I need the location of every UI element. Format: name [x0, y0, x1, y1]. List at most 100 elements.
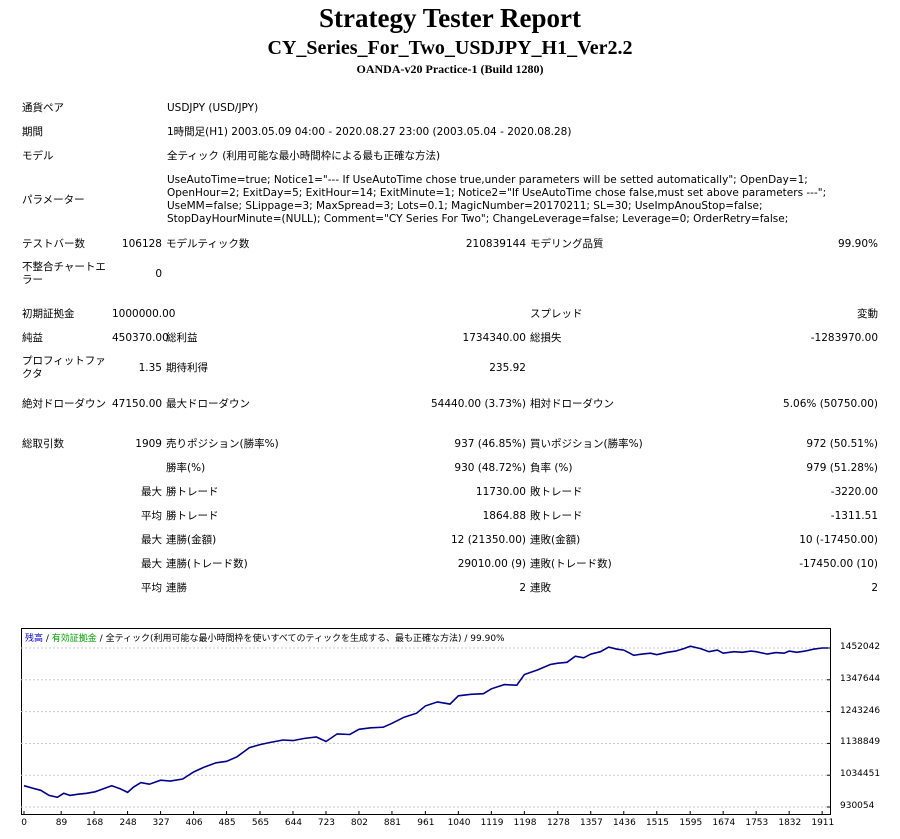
row-model: モデル 全ティック (利用可能な最小時間枠による最も正確な方法)	[20, 144, 880, 168]
x-tick-label: 644	[284, 818, 303, 828]
label: 連勝	[166, 581, 187, 594]
label: 勝トレード	[166, 509, 219, 522]
x-tick-label: 1753	[745, 818, 769, 828]
x-tick-label: 1436	[612, 818, 636, 828]
label: 連敗(金額)	[530, 533, 581, 546]
label: 総損失	[530, 331, 562, 344]
value: 54440.00 (3.73%)	[431, 397, 526, 410]
x-tick-label: 723	[317, 818, 336, 828]
label: 期間	[22, 125, 43, 138]
x-tick-label: 485	[218, 818, 236, 828]
label: スプレッド	[530, 307, 583, 320]
value: 29010.00 (9)	[457, 557, 526, 570]
x-tick-label: 961	[417, 818, 435, 828]
x-tick-label: 881	[383, 818, 402, 828]
value: 11730.00	[475, 485, 526, 498]
x-tick-label: 406	[185, 818, 203, 828]
value: 10 (-17450.00)	[799, 533, 879, 546]
value: 2	[519, 581, 526, 594]
row-netprofit: 純益 450370.00 総利益 1734340.00 総損失 -1283970…	[20, 326, 880, 350]
y-tick-label: 1243246	[840, 705, 881, 716]
x-tick-label: 1040	[447, 818, 471, 828]
chart-frame	[21, 628, 831, 815]
value: 変動	[857, 307, 879, 320]
label: 買いポジション(勝率%)	[530, 437, 643, 450]
label: 総利益	[166, 331, 198, 344]
value: -1283970.00	[810, 331, 879, 344]
label: 勝率(%)	[166, 461, 206, 474]
label: モデリング品質	[530, 237, 604, 250]
row-cons-count: 最大 連勝(トレード数) 29010.00 (9) 連敗(トレード数) -174…	[20, 552, 880, 576]
row-symbol: 通貨ペア USDJPY (USD/JPY)	[20, 96, 880, 120]
x-tick-label: 1515	[645, 818, 669, 828]
label: 絶対ドローダウン	[22, 397, 106, 410]
row-trades: 総取引数 1909 売りポジション(勝率%) 937 (46.85%) 買いポジ…	[20, 432, 880, 456]
legend-sep: /	[96, 634, 106, 644]
value: 210839144	[465, 237, 526, 250]
x-tick-label: 565	[251, 818, 270, 828]
row-period: 期間 1時間足(H1) 2003.05.09 04:00 - 2020.08.2…	[20, 120, 880, 144]
legend-sep: /	[43, 634, 52, 644]
value: 979 (51.28%)	[806, 461, 879, 474]
row-deposit: 初期証拠金 1000000.00 スプレッド 変動	[20, 302, 880, 326]
legend-quality: 99.90%	[470, 634, 505, 644]
value: 全ティック (利用可能な最小時間枠による最も正確な方法)	[167, 149, 441, 162]
y-tick-label: 1034451	[840, 769, 881, 780]
x-tick-label: 1832	[778, 818, 802, 828]
row-largest: 最大 勝トレード 11730.00 敗トレード -3220.00	[20, 480, 880, 504]
x-tick-label: 1674	[712, 818, 736, 828]
label: 最大ドローダウン	[166, 397, 250, 410]
x-tick-label: 248	[119, 818, 137, 828]
row-bars: テストバー数 106128 モデルティック数 210839144 モデリング品質…	[20, 232, 880, 256]
chart-legend: 残高 / 有効証拠金 / 全ティック(利用可能な最小時間枠を使いすべてのティック…	[25, 631, 505, 644]
x-tick-label: 89	[55, 818, 68, 828]
label: 最大	[141, 557, 162, 570]
value: 1909	[135, 437, 162, 450]
row-average: 平均 勝トレード 1864.88 敗トレード -1311.51	[20, 504, 880, 528]
label: 売りポジション(勝率%)	[166, 437, 279, 450]
value: 2	[871, 581, 879, 594]
label: 連敗	[530, 581, 551, 594]
label: モデルティック数	[166, 237, 250, 250]
label: 最大	[141, 533, 162, 546]
label: 平均	[141, 581, 162, 594]
value: 930 (48.72%)	[454, 461, 526, 474]
value: UseAutoTime=true; Notice1="--- If UseAut…	[167, 174, 827, 225]
label: 勝トレード	[166, 485, 219, 498]
value: 1.35	[138, 361, 162, 374]
label: 最大	[141, 485, 162, 498]
label: 敗トレード	[530, 509, 583, 522]
x-tick-label: 1911	[811, 818, 835, 828]
x-tick-label: 168	[86, 818, 104, 828]
y-tick-label: 930054	[840, 801, 875, 811]
label: 平均	[141, 509, 162, 522]
x-tick-label: 1595	[679, 818, 703, 828]
label: モデル	[22, 149, 54, 162]
label: パラメーター	[22, 193, 85, 206]
value: 0	[155, 267, 162, 280]
value: 1時間足(H1) 2003.05.09 04:00 - 2020.08.27 2…	[167, 125, 572, 138]
label: 連勝(トレード数)	[166, 557, 248, 570]
label: 純益	[22, 331, 43, 344]
x-tick-label: 327	[152, 818, 170, 828]
row-cons-avg: 平均 連勝 2 連敗 2	[20, 576, 880, 600]
value: 972 (50.51%)	[806, 437, 879, 450]
row-winrate: 勝率(%) 930 (48.72%) 負率 (%) 979 (51.28%)	[20, 456, 880, 480]
row-cons-money: 最大 連勝(金額) 12 (21350.00) 連敗(金額) 10 (-1745…	[20, 528, 880, 552]
label: プロフィットファクタ	[22, 355, 106, 380]
x-tick-label: 1278	[546, 818, 570, 828]
chart-grid	[21, 647, 831, 815]
value: 1000000.00	[112, 307, 176, 320]
row-params: パラメーター UseAutoTime=true; Notice1="--- If…	[20, 168, 880, 232]
value: 1734340.00	[462, 331, 526, 344]
x-tick-label: 1119	[480, 818, 504, 828]
value: -3220.00	[830, 485, 879, 498]
ea-name: CY_Series_For_Two_USDJPY_H1_Ver2.2	[267, 37, 633, 59]
value: 12 (21350.00)	[451, 533, 526, 546]
x-tick-label: 802	[350, 818, 369, 828]
label: 初期証拠金	[22, 307, 75, 320]
x-tick-label: 0	[21, 818, 28, 828]
value: 450370.00	[112, 331, 169, 344]
value: USDJPY (USD/JPY)	[167, 101, 259, 114]
label: 負率 (%)	[530, 461, 573, 474]
